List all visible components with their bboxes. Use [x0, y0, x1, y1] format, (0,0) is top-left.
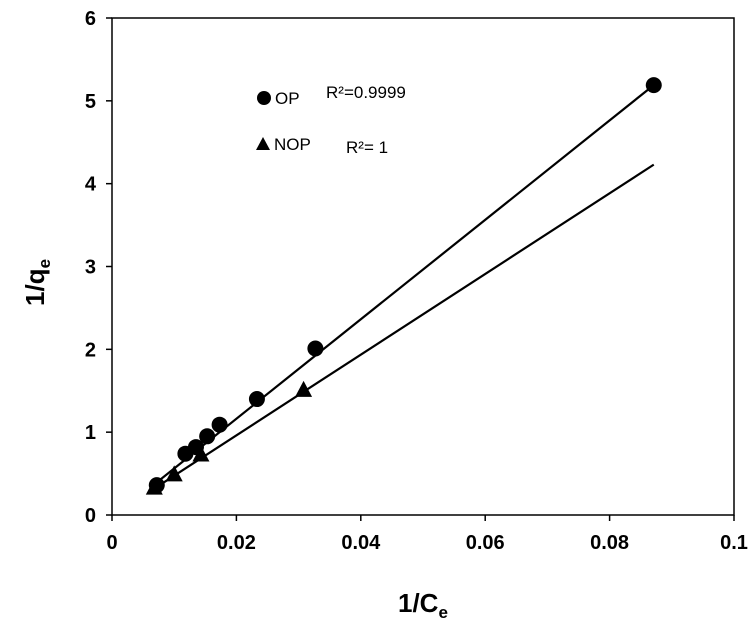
- data-point-nop: [145, 478, 163, 495]
- y-tick-label: 6: [85, 8, 96, 30]
- r2-label-op: R²=0.9999: [326, 83, 406, 102]
- x-tick-label: 0.04: [341, 532, 381, 554]
- fit-line-op: [153, 84, 655, 486]
- r2-label-nop: R²= 1: [346, 138, 388, 157]
- legend: OP R²=0.9999 NOP R²= 1: [256, 83, 406, 157]
- data-point-op: [211, 416, 228, 433]
- data-point-nop: [295, 380, 313, 397]
- fit-lines: [148, 84, 655, 493]
- x-tick-label: 0.06: [466, 532, 505, 554]
- data-point-op: [199, 428, 216, 445]
- legend-marker-nop: [256, 137, 270, 150]
- legend-marker-op: [257, 91, 271, 105]
- y-tick-label: 4: [85, 174, 97, 196]
- legend-label-op: OP: [275, 89, 300, 108]
- y-tick-label: 5: [85, 91, 96, 113]
- data-point-op: [645, 77, 662, 94]
- data-points: [145, 77, 662, 495]
- y-tick-label: 3: [85, 257, 96, 279]
- tick-labels: 0 0.02 0.04 0.06 0.08 0.1 0 1 2 3 4 5 6: [85, 8, 748, 554]
- x-tick-label: 0.02: [217, 532, 256, 554]
- data-point-nop: [165, 465, 183, 482]
- data-point-op: [248, 391, 265, 408]
- fit-line-nop: [148, 163, 655, 493]
- axis-ticks: [106, 17, 735, 521]
- data-point-nop: [192, 445, 210, 462]
- x-tick-label: 0.1: [720, 532, 748, 554]
- data-point-op: [307, 340, 324, 357]
- x-axis-title-main: 1/C: [398, 588, 439, 618]
- x-axis-title: 1/Ce: [398, 588, 448, 622]
- y-tick-label: 2: [85, 339, 96, 361]
- x-axis-title-sub: e: [438, 603, 447, 622]
- y-axis-title-sub: e: [35, 259, 54, 268]
- y-axis-title: 1/qe: [20, 259, 54, 306]
- x-tick-label: 0.08: [590, 532, 629, 554]
- legend-label-nop: NOP: [274, 135, 311, 154]
- x-tick-label: 0: [106, 532, 117, 554]
- y-tick-label: 0: [85, 505, 96, 527]
- y-tick-label: 1: [85, 422, 96, 444]
- y-axis-title-main: 1/q: [20, 268, 50, 306]
